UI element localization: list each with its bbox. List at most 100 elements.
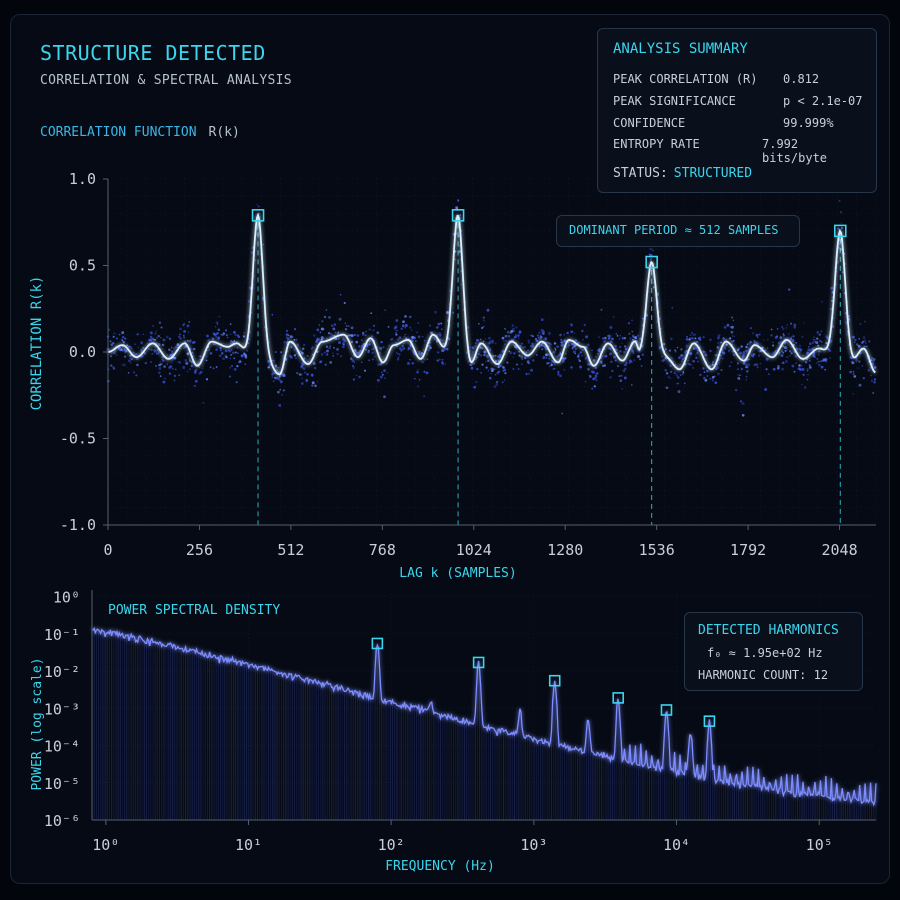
scatter-point — [702, 367, 705, 370]
scatter-point — [155, 350, 158, 352]
scatter-point — [703, 350, 706, 354]
scatter-point — [795, 341, 798, 344]
scatter-point — [191, 341, 195, 344]
scatter-point — [278, 379, 282, 382]
scatter-point — [779, 336, 783, 339]
scatter-point — [389, 338, 392, 341]
scatter-point — [586, 363, 590, 366]
scatter-point — [609, 340, 613, 343]
scatter-point — [619, 334, 621, 337]
scatter-point — [222, 333, 225, 337]
scatter-point — [537, 337, 540, 339]
scatter-point — [149, 331, 153, 335]
scatter-point — [685, 337, 689, 341]
scatter-point — [275, 368, 279, 372]
x-axis-label: FREQUENCY (Hz) — [385, 859, 495, 874]
scatter-point — [819, 360, 822, 363]
scatter-point — [334, 331, 337, 334]
scatter-point — [545, 356, 548, 359]
scatter-point — [113, 332, 116, 335]
scatter-point — [642, 317, 645, 320]
scatter-point — [770, 328, 773, 331]
scatter-point — [790, 352, 793, 355]
scatter-point — [504, 369, 506, 372]
scatter-point — [770, 334, 773, 337]
scatter-point — [721, 351, 724, 354]
scatter-point — [538, 337, 540, 339]
scatter-point — [746, 343, 749, 346]
scatter-point — [620, 342, 623, 345]
scatter-point — [426, 358, 429, 361]
scatter-point — [592, 377, 596, 381]
scatter-point — [168, 354, 172, 358]
scatter-point — [683, 382, 686, 385]
scatter-point — [514, 345, 518, 349]
scatter-point — [122, 340, 126, 344]
scatter-point — [488, 347, 492, 351]
scatter-point — [740, 345, 743, 348]
scatter-point — [380, 371, 383, 374]
scatter-point — [684, 350, 688, 354]
scatter-point — [276, 390, 280, 394]
scatter-point — [857, 344, 861, 348]
scatter-point — [817, 344, 820, 347]
scatter-point — [192, 347, 196, 351]
scatter-point — [746, 370, 749, 373]
scatter-point — [324, 363, 327, 366]
scatter-point — [601, 355, 604, 358]
scatter-point — [218, 315, 221, 318]
scatter-point — [152, 325, 154, 327]
scatter-point — [337, 336, 340, 339]
scatter-point — [547, 341, 550, 345]
scatter-point — [698, 336, 702, 340]
scatter-point — [326, 353, 329, 356]
scatter-point — [176, 346, 179, 348]
peak-marker — [451, 209, 465, 222]
scatter-point — [725, 339, 728, 342]
scatter-point — [732, 339, 735, 342]
scatter-point — [357, 334, 360, 337]
scatter-point — [475, 358, 477, 360]
scatter-point — [440, 322, 443, 325]
scatter-point — [370, 312, 373, 315]
scatter-point — [205, 359, 208, 362]
scatter-point — [577, 353, 580, 356]
scatter-point — [520, 355, 524, 359]
scatter-point — [615, 332, 618, 335]
scatter-point — [765, 368, 768, 371]
scatter-point — [858, 383, 862, 387]
scatter-point — [730, 330, 734, 334]
scatter-point — [614, 359, 617, 362]
scatter-point — [806, 368, 809, 371]
summary-row-label: ENTROPY RATE — [613, 137, 700, 151]
scatter-point — [723, 326, 727, 329]
scatter-point — [544, 353, 548, 357]
scatter-point — [359, 345, 361, 347]
scatter-point — [359, 349, 362, 353]
scatter-point — [154, 332, 157, 335]
scatter-point — [418, 378, 421, 381]
scatter-point — [215, 348, 218, 351]
scatter-point — [585, 335, 589, 339]
scatter-point — [442, 342, 446, 345]
x-tick-label: 512 — [277, 541, 304, 559]
psd-line — [91, 626, 877, 807]
scatter-point — [486, 346, 489, 348]
scatter-point — [736, 362, 739, 365]
scatter-point — [256, 203, 259, 206]
scatter-point — [238, 361, 241, 364]
scatter-point — [171, 359, 174, 361]
scatter-point — [597, 352, 600, 355]
scatter-point — [801, 335, 804, 338]
scatter-point — [215, 336, 218, 338]
scatter-point — [717, 347, 720, 350]
scatter-point — [130, 358, 133, 361]
scatter-point — [409, 345, 412, 348]
scatter-point — [802, 354, 805, 357]
scatter-point — [542, 356, 546, 360]
scatter-point — [404, 326, 407, 329]
scatter-point — [185, 361, 189, 365]
scatter-point — [804, 361, 808, 364]
scatter-point — [184, 359, 188, 362]
